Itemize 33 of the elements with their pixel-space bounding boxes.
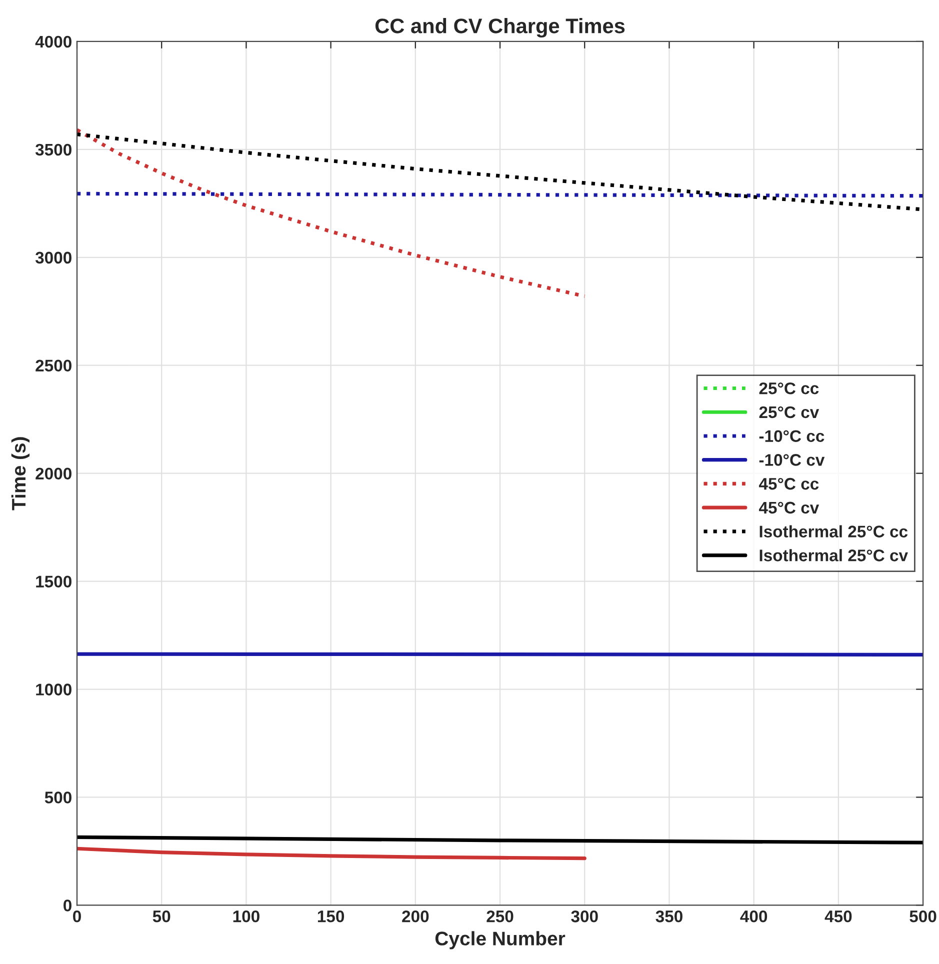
y-tick-label: 3500 (35, 144, 72, 156)
legend-label: -10°C cv (759, 454, 825, 466)
legend-label: 45°C cc (758, 478, 819, 490)
y-tick-label: 2000 (36, 468, 72, 480)
line-series (77, 846, 586, 860)
x-tick-label: 200 (402, 910, 429, 922)
legend-label: 25°C cv (759, 406, 820, 418)
y-tick-label: 2500 (36, 360, 72, 372)
x-axis-title: Cycle Number (435, 931, 566, 950)
x-tick-label: 350 (656, 910, 682, 922)
y-tick-label: 500 (44, 792, 72, 804)
x-tick-label: 500 (910, 910, 936, 922)
x-tick-label: 100 (233, 910, 260, 922)
y-tick-label: 0 (64, 900, 72, 912)
y-tick-label: 3000 (35, 252, 72, 264)
legend-label: 25°C cc (759, 382, 819, 394)
legend-label: 45°C cv (758, 502, 820, 514)
x-tick-label: 450 (824, 910, 852, 922)
legend-label: Isothermal 25°C cv (760, 549, 908, 562)
y-tick-label: 1000 (36, 684, 72, 696)
x-tick-label: 400 (740, 910, 768, 922)
y-axis-title: Time (s) (11, 437, 30, 510)
x-tick-label: 300 (571, 910, 598, 922)
x-tick-label: 50 (152, 910, 170, 922)
x-tick-label: 0 (73, 910, 81, 922)
y-tick-label: 1500 (36, 576, 72, 588)
legend-label: -10°C cc (759, 430, 824, 442)
line-series (77, 128, 586, 298)
chart-title: CC and CV Charge Times (375, 18, 625, 38)
x-tick-label: 150 (318, 910, 344, 922)
x-tick-label: 250 (486, 910, 514, 922)
y-tick-label: 4000 (35, 36, 72, 48)
legend-label: Isothermal 25°C cc (760, 525, 908, 538)
